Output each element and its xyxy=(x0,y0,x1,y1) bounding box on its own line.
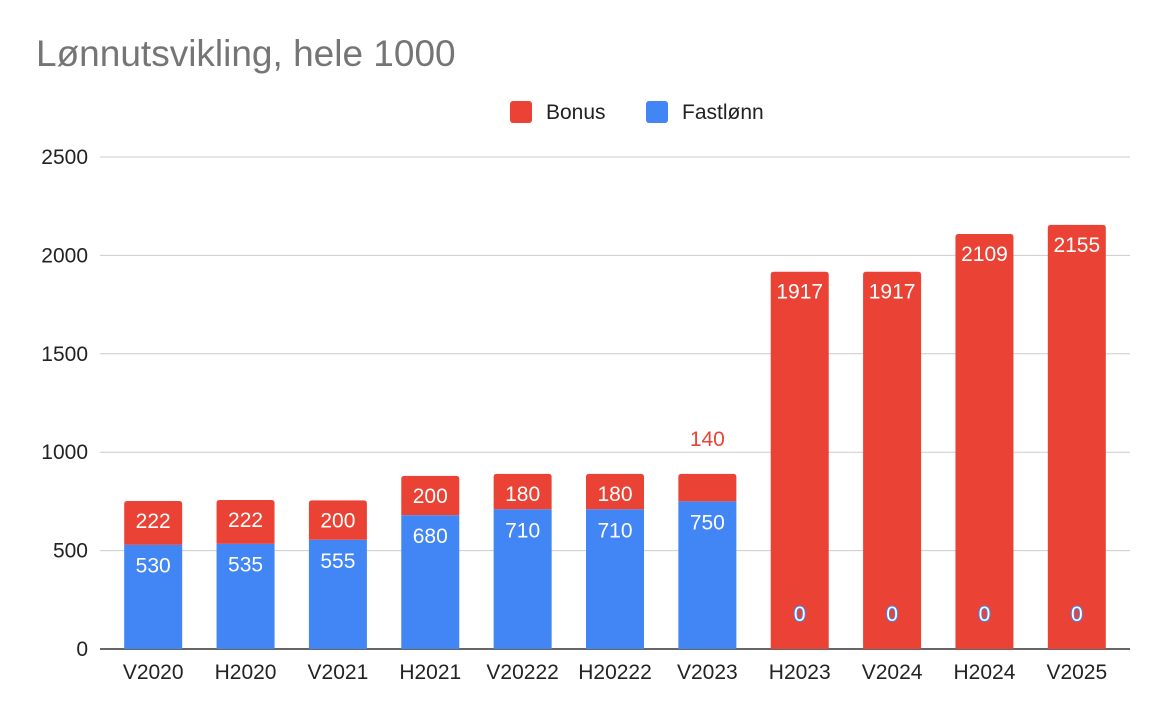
bar-fastlonn xyxy=(493,509,552,649)
bars: 222 530 222 535 200 555 200 680 180 710 180 710 140 7… xyxy=(124,224,1106,650)
fastlonn-value-label: 0 xyxy=(1071,603,1083,626)
y-tick-label: 2000 xyxy=(41,244,88,267)
bar-bonus xyxy=(586,473,644,510)
bonus-value-label: 1917 xyxy=(776,281,823,304)
legend-item-fastlonn: Fastlønn xyxy=(646,101,764,124)
bar-bonus xyxy=(770,271,829,649)
chart-title: Lønnutsvikling, hele 1000 xyxy=(36,33,456,74)
bonus-value-label: 1917 xyxy=(869,281,916,304)
bar-bonus xyxy=(308,500,367,540)
x-tick-label: H2024 xyxy=(954,661,1016,684)
legend-label: Fastlønn xyxy=(682,101,764,124)
legend-swatch xyxy=(646,101,668,123)
fastlonn-value-label: 555 xyxy=(320,550,355,573)
bar-fastlonn xyxy=(308,539,367,649)
x-tick-label: H2020 xyxy=(215,661,277,684)
legend-swatch xyxy=(510,101,532,123)
legend-item-bonus: Bonus xyxy=(510,101,606,124)
bar-fastlonn xyxy=(586,509,644,649)
bonus-value-label: 180 xyxy=(597,483,632,506)
bar-fastlonn xyxy=(401,515,460,649)
bonus-value-label: 2155 xyxy=(1053,234,1100,257)
fastlonn-value-label: 0 xyxy=(979,603,991,626)
bar-bonus xyxy=(124,501,183,545)
bonus-value-label: 200 xyxy=(320,509,355,532)
bonus-value-label: 2109 xyxy=(961,243,1008,266)
x-tick-label: H2023 xyxy=(769,661,831,684)
bar-bonus xyxy=(1047,224,1106,649)
fastlonn-value-label: 530 xyxy=(136,555,171,578)
x-tick-label: V2020 xyxy=(123,661,184,684)
bonus-value-label: 222 xyxy=(136,510,171,533)
fastlonn-value-label: 710 xyxy=(597,519,632,542)
y-tick-label: 2500 xyxy=(41,146,88,169)
bar-fastlonn xyxy=(678,501,737,649)
bar-fastlonn xyxy=(124,544,183,649)
y-axis: 0 500 1000 1500 2000 2500 xyxy=(41,146,88,661)
y-tick-label: 1500 xyxy=(41,343,88,366)
bonus-value-label: 222 xyxy=(228,509,263,532)
x-tick-label: V2021 xyxy=(308,661,369,684)
x-tick-label: V20222 xyxy=(486,661,558,684)
fastlonn-value-label: 535 xyxy=(228,554,263,577)
legend: Bonus Fastlønn xyxy=(510,101,764,124)
fastlonn-value-label: 0 xyxy=(886,603,898,626)
x-tick-label: V2023 xyxy=(677,661,738,684)
y-tick-label: 0 xyxy=(76,638,88,661)
fastlonn-value-label: 710 xyxy=(505,519,540,542)
bonus-value-label: 140 xyxy=(690,428,725,451)
y-tick-label: 500 xyxy=(53,540,88,563)
x-tick-label: V2025 xyxy=(1046,661,1107,684)
bonus-value-label: 180 xyxy=(505,483,540,506)
bar-bonus xyxy=(493,473,552,510)
bar-fastlonn xyxy=(216,543,275,649)
bonus-value-label: 200 xyxy=(413,485,448,508)
y-tick-label: 1000 xyxy=(41,441,88,464)
bar-bonus xyxy=(216,500,275,544)
bar-bonus xyxy=(678,473,737,502)
x-tick-label: H20222 xyxy=(578,661,652,684)
bar-bonus xyxy=(401,475,460,516)
fastlonn-value-label: 0 xyxy=(794,603,806,626)
fastlonn-value-label: 680 xyxy=(413,525,448,548)
legend-label: Bonus xyxy=(546,101,606,124)
x-axis: V2020 H2020 V2021 H2021 V20222 H20222 V2023 H20… xyxy=(123,661,1107,684)
x-tick-label: V2024 xyxy=(862,661,923,684)
bar-bonus xyxy=(863,271,922,649)
fastlonn-value-label: 750 xyxy=(690,511,725,534)
bar-bonus xyxy=(955,233,1014,650)
x-tick-label: H2021 xyxy=(399,661,461,684)
